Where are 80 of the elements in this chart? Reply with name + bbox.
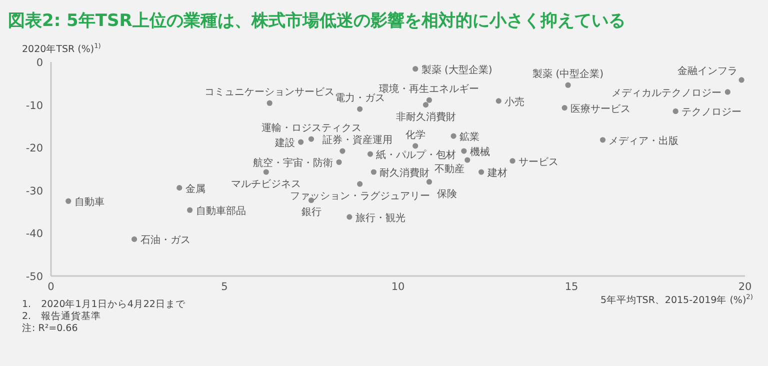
point [298,139,304,145]
annotation: 自動車部品 [196,205,246,218]
y-tick-label: -20 [26,142,43,155]
y-tick-label: -50 [26,271,43,283]
annotation: 不動産 [434,163,464,176]
annotation: 金融インフラ [678,64,738,77]
x-tick-label: 5 [221,281,228,293]
annotation: マルチビジネス [231,178,302,190]
annotation: 非耐久消費財 [396,110,456,123]
annotation: 紙・パルプ・包材 [376,149,456,162]
annotation: 石油・ガス [140,234,190,246]
annotation: 化学 [405,128,426,141]
point [426,97,432,103]
annotation: テクノロジー [682,107,742,118]
point [370,169,377,175]
point [600,137,606,143]
annotation: 保険 [437,188,458,200]
annotation: メディカルテクノロジー [612,88,722,99]
point [176,185,182,191]
y-tick-label: -40 [26,228,43,240]
annotation: 銀行 [301,207,322,218]
point [357,106,363,112]
point [187,207,193,213]
annotation: 医療サービス [570,102,631,115]
annotation: コミュニケーションサービス [204,87,335,98]
chart-title: 図表2: 5年TSR上位の業種は、株式市場低迷の影響を相対的に小さく抑えている [8,11,626,31]
annotation: 機械 [470,146,490,158]
point [464,157,470,163]
point [672,108,678,114]
annotation: 小売 [504,96,525,108]
annotation: 耐久消費財 [380,166,430,179]
point [308,136,314,142]
point [357,181,363,187]
y-tick-label: -10 [26,100,43,112]
point [412,143,418,149]
point [340,148,346,154]
annotation: 製薬 (中型企業) [532,68,604,80]
text: 1. 2020年1月1日から4月22日まで [22,298,186,310]
point [565,82,571,88]
annotation: サービス [518,156,559,168]
point [131,236,138,242]
y-tick-label: -30 [26,185,43,198]
text: 注: R²=0.66 [22,322,78,334]
point [496,98,502,104]
annotation: 証券・資産運用 [322,134,392,146]
x-tick-label: 15 [564,281,578,293]
point [412,66,418,72]
annotation: 自動車 [74,196,104,208]
annotation: 航空・宇宙・防衛 [253,157,334,170]
annotation: 鉱業 [460,131,480,144]
annotation: ファッション・ラグジュアリー [290,190,430,202]
x-tick-label: 10 [391,281,405,293]
text: 2. 報告通貨基準 [22,310,102,322]
x-axis-title: 5年平均TSR、2015-2019年 (%)$^{2)}$ [600,293,754,306]
point [263,169,269,175]
annotation: 建設 [274,137,295,150]
x-tick-label: 0 [48,281,54,293]
annotation: 旅行・観光 [355,212,406,224]
point [422,102,429,108]
point [450,133,456,139]
point [510,158,516,164]
point [346,214,352,220]
point [336,159,342,165]
point [266,100,272,106]
point [461,148,467,154]
point [367,151,374,157]
annotation: 運輸・ロジスティクス [261,122,362,134]
y-tick-label: 0 [36,57,43,69]
point [562,104,568,111]
y-axis-title: 2020年TSR (%)$^{1)}$ [22,42,102,55]
annotation: メディア・出版 [608,134,679,147]
point [724,89,730,95]
annotation: 建材 [486,166,508,179]
point [426,179,432,185]
point [478,169,484,175]
x-tick-label: 20 [738,281,752,293]
annotation: 製薬 (大型企業) [421,64,492,76]
point [738,77,744,83]
point [66,198,72,204]
annotation: 金属 [185,182,206,195]
